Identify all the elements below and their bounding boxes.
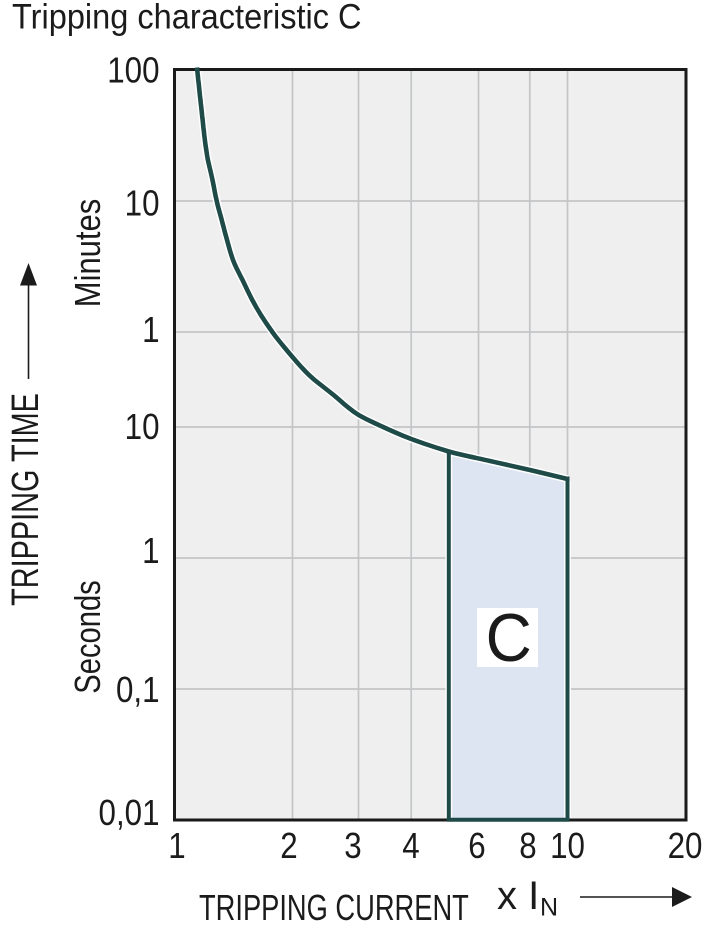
svg-text:Minutes: Minutes (69, 199, 109, 307)
svg-text:10: 10 (550, 826, 585, 867)
svg-text:Seconds: Seconds (67, 580, 108, 693)
svg-text:10: 10 (125, 183, 160, 224)
svg-text:20: 20 (668, 826, 703, 867)
svg-text:2: 2 (280, 826, 297, 867)
svg-text:1: 1 (142, 310, 159, 351)
svg-text:0,01: 0,01 (99, 793, 160, 834)
svg-text:N: N (540, 894, 558, 922)
svg-text:1: 1 (168, 826, 185, 867)
svg-text:3: 3 (344, 826, 361, 867)
svg-text:1: 1 (142, 531, 159, 572)
svg-text:10: 10 (125, 407, 160, 448)
svg-text:100: 100 (107, 50, 159, 91)
svg-text:TRIPPING TIME: TRIPPING TIME (4, 393, 47, 606)
svg-text:Tripping characteristic C: Tripping characteristic C (12, 0, 362, 37)
svg-text:8: 8 (519, 826, 536, 867)
svg-text:C: C (486, 599, 532, 675)
svg-text:0,1: 0,1 (116, 670, 160, 711)
svg-text:x I: x I (497, 874, 539, 918)
svg-text:4: 4 (402, 826, 419, 867)
svg-text:6: 6 (468, 826, 485, 867)
svg-text:TRIPPING CURRENT: TRIPPING CURRENT (199, 887, 469, 928)
